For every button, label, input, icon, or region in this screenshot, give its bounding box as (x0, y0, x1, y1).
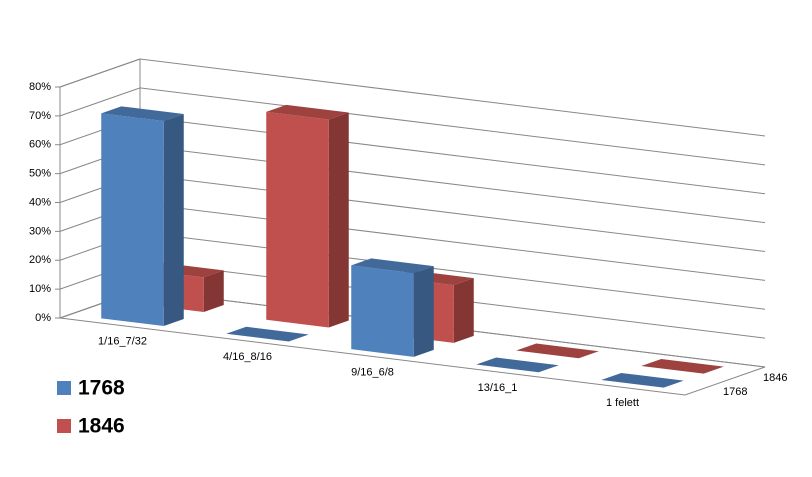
bar (266, 104, 349, 328)
bar-top (266, 104, 349, 120)
legend-label: 1846 (78, 415, 125, 438)
bar (101, 106, 184, 327)
bar-side (163, 114, 184, 327)
x-tick-label: 1/16_7/32 (98, 336, 147, 348)
legend: 1768 1846 (57, 377, 125, 438)
y-tick-label: 10% (29, 283, 51, 295)
bar (476, 357, 559, 373)
bar-front (351, 265, 414, 357)
y-tick-label: 50% (29, 168, 51, 180)
y-tick-label: 60% (29, 139, 51, 151)
bar-top (351, 258, 434, 274)
grid-line (59, 87, 766, 166)
bar-top (516, 343, 599, 359)
bar (226, 326, 309, 342)
x-tick-label: 1 felett (606, 397, 639, 409)
bar-side (453, 278, 474, 343)
x-tick-label: 9/16_6/8 (351, 366, 394, 378)
bar-front (101, 113, 164, 327)
depth-tick-label: 1768 (723, 386, 747, 398)
bar (641, 358, 724, 374)
legend-swatch (57, 381, 71, 395)
bar-top (101, 106, 184, 122)
y-tick-label: 30% (29, 225, 51, 237)
y-tick-label: 40% (29, 196, 51, 208)
y-tick-label: 0% (35, 312, 51, 324)
bar-top (476, 357, 559, 373)
legend-swatch (57, 419, 71, 433)
bar-top (641, 358, 724, 374)
bar-side (413, 266, 434, 357)
x-tick-label: 13/16_1 (478, 382, 518, 394)
bar (351, 258, 434, 357)
bar-front (266, 111, 329, 328)
bar-top (226, 326, 309, 342)
bar-top (601, 372, 684, 388)
legend-label: 1768 (78, 377, 125, 400)
bar (516, 343, 599, 359)
y-tick-label: 70% (29, 110, 51, 122)
depth-tick-label: 1846 (763, 372, 787, 384)
bar-side (203, 270, 224, 313)
bar (601, 372, 684, 388)
grid-line (59, 58, 766, 137)
x-tick-label: 4/16_8/16 (223, 351, 272, 363)
y-tick-label: 20% (29, 254, 51, 266)
y-tick-label: 80% (29, 81, 51, 93)
bar-side (328, 112, 349, 328)
